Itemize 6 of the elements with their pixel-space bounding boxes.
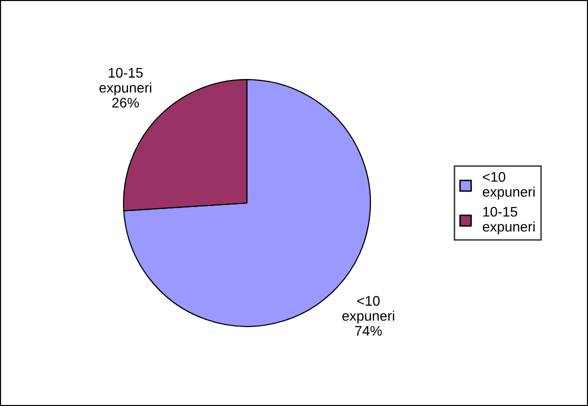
slice-label: 10-15 expuneri bbox=[99, 68, 152, 96]
data-label: 26% bbox=[112, 98, 139, 108]
data-label: 74% bbox=[355, 326, 382, 336]
slice-label: <10 expuneri bbox=[342, 296, 394, 324]
legend-label: 10-15 expuneri bbox=[482, 206, 535, 234]
legend-label: <10 expuneri bbox=[482, 172, 535, 200]
